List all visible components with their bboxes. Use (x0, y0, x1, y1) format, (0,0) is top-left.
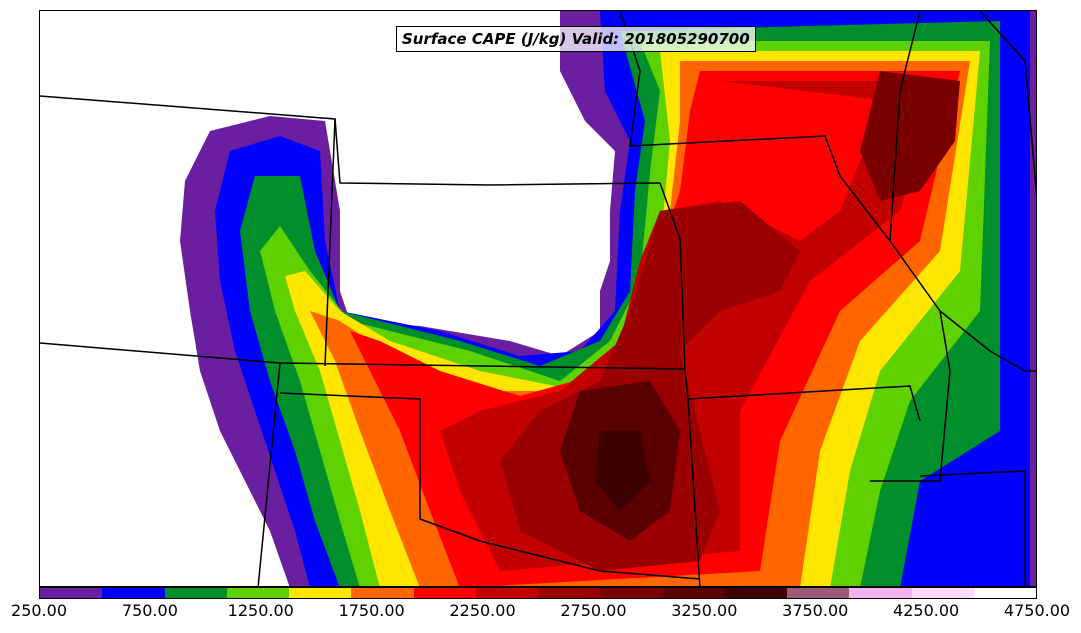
colorbar-tick-label: 3250.00 (671, 601, 738, 620)
colorbar-tick-label: 750.00 (121, 601, 178, 620)
colorbar-tick-label: 1750.00 (338, 601, 405, 620)
colorbar-segment (351, 588, 414, 598)
colorbar-segment (475, 588, 538, 598)
map-panel: Surface CAPE (J/kg) Valid: 201805290700 (39, 10, 1037, 587)
colorbar-tick-label: 250.00 (11, 601, 67, 620)
colorbar (39, 587, 1037, 599)
cape-band-3000 (860, 71, 960, 201)
colorbar-tick-label: 4750.00 (1003, 601, 1071, 620)
colorbar-segment (787, 588, 850, 598)
colorbar-segment (289, 588, 352, 598)
colorbar-segment (724, 588, 787, 598)
colorbar-tick-label: 2250.00 (449, 601, 516, 620)
colorbar-segment (538, 588, 601, 598)
colorbar-segment (413, 588, 476, 598)
map-title: Surface CAPE (J/kg) Valid: 201805290700 (396, 26, 756, 52)
colorbar-segment (849, 588, 912, 598)
colorbar-segment (973, 588, 1036, 598)
cape-map (40, 11, 1036, 586)
colorbar-segment (102, 588, 165, 598)
cape-band-3500 (595, 431, 650, 511)
colorbar-tick-label: 1250.00 (227, 601, 294, 620)
cape-field (180, 11, 1036, 586)
colorbar-segment (164, 588, 227, 598)
colorbar-segment (911, 588, 974, 598)
colorbar-tick-label: 2750.00 (560, 601, 627, 620)
colorbar-segment (226, 588, 289, 598)
colorbar-segment (662, 588, 725, 598)
colorbar-segment (40, 588, 103, 598)
state-boundaries (40, 11, 1036, 586)
colorbar-tick-label: 4250.00 (893, 601, 960, 620)
colorbar-segment (600, 588, 663, 598)
colorbar-tick-label: 3750.00 (782, 601, 849, 620)
